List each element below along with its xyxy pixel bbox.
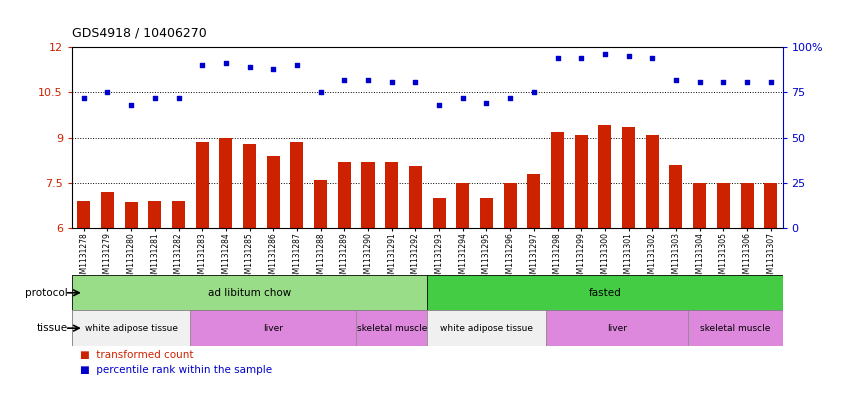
Bar — [480, 198, 493, 228]
Bar — [338, 162, 351, 228]
Text: fasted: fasted — [589, 288, 621, 298]
Point — [266, 66, 280, 72]
Point — [480, 100, 493, 107]
Bar — [314, 180, 327, 228]
Point — [693, 78, 706, 84]
Point — [101, 89, 114, 95]
Bar — [195, 142, 209, 228]
Point — [195, 62, 209, 68]
Bar — [427, 275, 783, 310]
Point — [219, 60, 233, 66]
Point — [598, 51, 612, 57]
Bar — [290, 142, 304, 228]
Bar — [219, 138, 233, 228]
Bar — [574, 134, 588, 228]
Bar — [409, 166, 422, 228]
Bar — [427, 310, 546, 346]
Bar — [688, 310, 783, 346]
Text: GDS4918 / 10406270: GDS4918 / 10406270 — [72, 26, 206, 39]
Text: white adipose tissue: white adipose tissue — [85, 324, 178, 332]
Point — [456, 95, 470, 101]
Bar — [764, 183, 777, 228]
Bar — [456, 183, 470, 228]
Bar — [172, 201, 185, 228]
Bar — [598, 125, 612, 228]
Bar — [190, 310, 356, 346]
Text: ad libitum chow: ad libitum chow — [208, 288, 291, 298]
Text: skeletal muscle: skeletal muscle — [700, 324, 771, 332]
Bar — [669, 165, 683, 228]
Point — [574, 55, 588, 61]
Text: white adipose tissue: white adipose tissue — [440, 324, 533, 332]
Bar — [101, 192, 114, 228]
Bar — [356, 310, 427, 346]
Point — [645, 55, 659, 61]
Bar — [385, 162, 398, 228]
Point — [717, 78, 730, 84]
Point — [338, 77, 351, 83]
Point — [503, 95, 517, 101]
Point — [77, 95, 91, 101]
Point — [669, 77, 683, 83]
Point — [740, 78, 754, 84]
Text: liver: liver — [607, 324, 627, 332]
Bar — [432, 198, 446, 228]
Bar — [645, 134, 659, 228]
Bar — [503, 183, 517, 228]
Text: ■  transformed count: ■ transformed count — [80, 350, 194, 360]
Bar — [693, 183, 706, 228]
Bar — [148, 201, 162, 228]
Bar — [77, 201, 91, 228]
Text: protocol: protocol — [25, 288, 68, 298]
Bar — [72, 310, 190, 346]
Point — [432, 102, 446, 108]
Point — [314, 89, 327, 95]
Point — [243, 64, 256, 70]
Text: tissue: tissue — [36, 323, 68, 333]
Bar — [243, 143, 256, 228]
Bar — [266, 156, 280, 228]
Bar — [551, 132, 564, 228]
Point — [527, 89, 541, 95]
Bar — [740, 183, 754, 228]
Point — [409, 78, 422, 84]
Point — [622, 53, 635, 59]
Text: ■  percentile rank within the sample: ■ percentile rank within the sample — [80, 365, 272, 375]
Text: liver: liver — [263, 324, 283, 332]
Point — [551, 55, 564, 61]
Point — [148, 95, 162, 101]
Bar — [717, 183, 730, 228]
Point — [385, 78, 398, 84]
Bar — [361, 162, 375, 228]
Bar — [527, 174, 541, 228]
Bar — [546, 310, 688, 346]
Bar — [72, 275, 427, 310]
Point — [764, 78, 777, 84]
Bar — [124, 202, 138, 228]
Point — [290, 62, 304, 68]
Point — [124, 102, 138, 108]
Point — [361, 77, 375, 83]
Bar — [622, 127, 635, 228]
Text: skeletal muscle: skeletal muscle — [356, 324, 427, 332]
Point — [172, 95, 185, 101]
